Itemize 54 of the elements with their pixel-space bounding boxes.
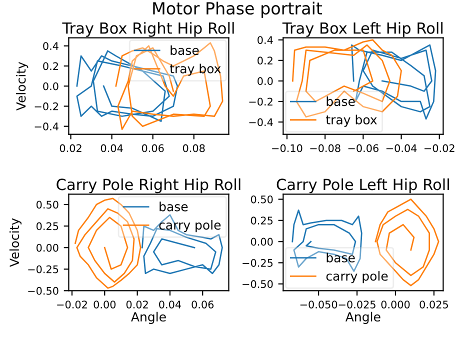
x-tick-label: −0.08 xyxy=(310,144,340,152)
y-tick-label: −0.50 xyxy=(28,286,58,295)
chart-title: Tray Box Left Hip Roll xyxy=(282,22,443,37)
y-tick-label: 0.2 xyxy=(43,62,58,70)
legend-label: base xyxy=(160,202,188,212)
chart-title: Carry Pole Left Hip Roll xyxy=(276,178,449,194)
y-tick-label: 0.50 xyxy=(36,200,58,209)
y-tick-label: −0.2 xyxy=(249,98,272,106)
x-tick-label: 0.02 xyxy=(60,144,82,152)
y-tick-label: 0.4 xyxy=(258,36,273,44)
x-tick-label: −0.025 xyxy=(338,300,376,308)
x-tick-label: 0.000 xyxy=(381,300,410,308)
y-axis-title: Velocity xyxy=(16,62,28,111)
y-axis-title: Velocity xyxy=(9,218,22,267)
y-tick-label: −0.2 xyxy=(34,102,58,110)
chart-title: Tray Box Right Hip Roll xyxy=(62,22,234,37)
line-series xyxy=(142,214,223,274)
y-tick-label: −0.25 xyxy=(28,265,58,274)
y-tick-label: 0.0 xyxy=(258,77,273,86)
y-tick-label: −0.4 xyxy=(249,118,273,126)
y-tick-label: −0.50 xyxy=(242,280,273,288)
y-tick-label: 0.2 xyxy=(258,56,272,65)
text: Motor Phase portrait xyxy=(153,2,322,18)
y-tick-label: 0.25 xyxy=(250,216,273,225)
y-tick-label: 0.00 xyxy=(36,244,58,252)
x-tick-label: 0.04 xyxy=(159,300,181,308)
x-tick-label: −0.050 xyxy=(300,300,338,308)
chart-title: Carry Pole Right Hip Roll xyxy=(56,178,240,194)
y-tick-label: 0.00 xyxy=(250,238,273,246)
x-tick-label: −0.02 xyxy=(424,144,454,152)
x-tick-label: 0.06 xyxy=(192,300,214,308)
legend-label: tray box xyxy=(326,114,377,127)
x-tick-label: 0.08 xyxy=(182,144,205,152)
x-tick-label: −0.02 xyxy=(57,300,87,308)
x-axis-title: Angle xyxy=(131,312,166,324)
x-axis-title: Angle xyxy=(345,312,380,324)
x-tick-label: 0.025 xyxy=(420,300,448,308)
y-tick-label: −0.25 xyxy=(242,258,273,267)
x-tick-label: −0.06 xyxy=(348,144,378,152)
legend-label: base xyxy=(170,45,199,56)
x-tick-label: 0.00 xyxy=(94,300,116,308)
y-tick-label: −0.4 xyxy=(34,122,58,130)
x-tick-label: 0.04 xyxy=(100,144,123,152)
y-tick-label: 0.4 xyxy=(43,42,58,50)
x-tick-label: −0.10 xyxy=(272,144,302,152)
y-tick-label: 0.25 xyxy=(36,222,58,230)
legend-label: carry pole xyxy=(326,271,388,284)
y-tick-label: 0.0 xyxy=(43,82,58,90)
line-series xyxy=(292,210,362,272)
line-series xyxy=(115,42,224,130)
x-tick-label: −0.04 xyxy=(386,144,417,152)
x-tick-label: 0.06 xyxy=(142,144,164,152)
y-tick-label: 0.50 xyxy=(250,195,273,204)
x-tick-label: 0.02 xyxy=(126,300,148,308)
